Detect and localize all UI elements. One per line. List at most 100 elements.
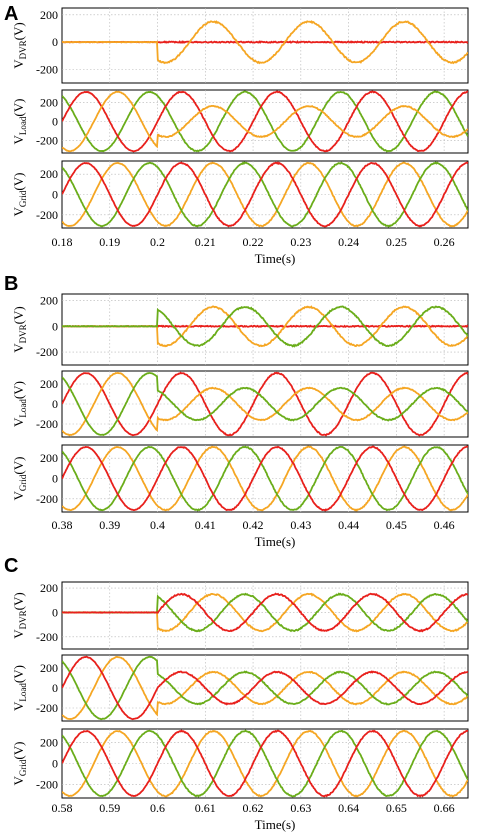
panel-b: B 200 0 -200 VDVR(V) 200 0 -200 VLoad(V) 200 0 -200…: [4, 273, 469, 549]
series-line: [62, 372, 468, 436]
series-line: [62, 655, 468, 720]
subplot-dvr: 200 0 -200 VDVR(V): [11, 293, 469, 366]
series-line: [62, 729, 468, 798]
x-tick-label: 0.41: [195, 518, 216, 532]
y-tick-label: 0: [52, 605, 58, 619]
x-tick-label: 0.39: [99, 518, 120, 532]
y-tick-label: -200: [36, 777, 58, 791]
series-line: [62, 161, 468, 228]
series-line: [62, 90, 468, 153]
series-line: [62, 445, 468, 512]
y-tick-label: 0: [52, 35, 58, 49]
x-tick-label: 0.66: [434, 801, 455, 815]
subplot-dvr: 200 0 -200 VDVR(V): [11, 581, 469, 650]
y-tick-label: -200: [36, 134, 58, 148]
subplot-grid: 200 0 -200 VGrid(V): [11, 444, 469, 513]
y-tick-label: 0: [52, 115, 58, 129]
series-line: [62, 592, 468, 633]
y-axis-label: VGrid(V): [11, 173, 28, 217]
y-axis-label: VLoad(V): [11, 99, 28, 145]
x-axis-label: Time(s): [255, 534, 296, 549]
panel-label: B: [4, 273, 18, 295]
y-axis-label: VDVR(V): [11, 592, 28, 638]
x-tick-label: 0.58: [52, 801, 73, 815]
y-tick-label: 200: [40, 8, 58, 22]
y-tick-label: 0: [52, 188, 58, 202]
series-line: [62, 729, 468, 798]
panel-c: C 200 0 -200 VDVR(V) 200 0 -200 VLoad(V) 200 0 -200…: [4, 555, 469, 832]
series-line: [62, 161, 468, 228]
x-tick-label: 0.46: [434, 518, 455, 532]
y-axis-label: VLoad(V): [11, 665, 28, 711]
y-tick-label: 0: [52, 681, 58, 695]
series-line: [62, 90, 468, 153]
x-tick-label: 0.24: [338, 235, 359, 249]
y-tick-label: 200: [40, 95, 58, 109]
y-tick-label: 200: [40, 736, 58, 750]
x-tick-label: 0.18: [52, 235, 73, 249]
series-line: [62, 371, 468, 437]
series-line: [62, 371, 468, 437]
subplot-dvr: 200 0 -200 VDVR(V): [11, 7, 469, 84]
series-line: [62, 655, 468, 721]
y-axis-label: VLoad(V): [11, 381, 28, 427]
panel-a: A 200 0 -200 VDVR(V) 200 0 -200 VLoad(V) 200 0 -200…: [4, 3, 469, 266]
y-tick-label: -200: [36, 492, 58, 506]
y-tick-label: 200: [40, 377, 58, 391]
y-tick-label: 200: [40, 167, 58, 181]
x-tick-label: 0.21: [195, 235, 216, 249]
x-tick-label: 0.64: [338, 801, 359, 815]
series-line: [62, 655, 468, 721]
x-tick-label: 0.44: [338, 518, 359, 532]
plot-frame: [61, 7, 469, 84]
panel-label: A: [4, 3, 18, 25]
x-tick-label: 0.19: [99, 235, 120, 249]
y-tick-label: 200: [40, 581, 58, 595]
x-tick-label: 0.25: [386, 235, 407, 249]
x-tick-label: 0.65: [386, 801, 407, 815]
y-tick-label: -200: [36, 208, 58, 222]
y-tick-label: 0: [52, 319, 58, 333]
subplot-load: 200 0 -200 VLoad(V): [11, 654, 469, 722]
subplot-grid: 200 0 -200 VGrid(V): [11, 160, 469, 229]
y-tick-label: 200: [40, 293, 58, 307]
series-line: [62, 90, 468, 153]
y-tick-label: -200: [36, 417, 58, 431]
y-axis-label: VGrid(V): [11, 742, 28, 786]
plot-frame: [61, 293, 469, 366]
y-tick-label: 200: [40, 451, 58, 465]
subplot-load: 200 0 -200 VLoad(V): [11, 89, 469, 154]
x-axis-label: Time(s): [255, 251, 296, 266]
x-tick-label: 0.62: [243, 801, 264, 815]
subplot-grid: 200 0 -200 VGrid(V): [11, 728, 469, 799]
x-tick-label: 0.22: [243, 235, 264, 249]
y-tick-label: 0: [52, 397, 58, 411]
y-tick-label: 0: [52, 757, 58, 771]
y-tick-label: 0: [52, 472, 58, 486]
series-line: [62, 445, 468, 512]
x-tick-label: 0.4: [150, 518, 165, 532]
x-tick-label: 0.61: [195, 801, 216, 815]
x-tick-label: 0.26: [434, 235, 455, 249]
x-tick-label: 0.43: [290, 518, 311, 532]
y-tick-label: -200: [36, 62, 58, 76]
series-line: [62, 445, 468, 512]
x-tick-label: 0.59: [99, 801, 120, 815]
x-axis-label: Time(s): [255, 817, 296, 832]
x-tick-label: 0.42: [243, 518, 264, 532]
y-axis-label: VDVR(V): [11, 22, 28, 68]
series-line: [62, 20, 468, 65]
y-axis-label: VDVR(V): [11, 306, 28, 352]
series-line: [62, 305, 468, 348]
y-axis-label: VGrid(V): [11, 457, 28, 501]
x-tick-label: 0.23: [290, 235, 311, 249]
series-line: [62, 161, 468, 228]
x-tick-label: 0.38: [52, 518, 73, 532]
x-tick-label: 0.6: [150, 801, 165, 815]
y-tick-label: -200: [36, 345, 58, 359]
subplot-load: 200 0 -200 VLoad(V): [11, 370, 469, 438]
x-tick-label: 0.2: [150, 235, 165, 249]
panel-label: C: [4, 555, 18, 577]
x-tick-label: 0.63: [290, 801, 311, 815]
